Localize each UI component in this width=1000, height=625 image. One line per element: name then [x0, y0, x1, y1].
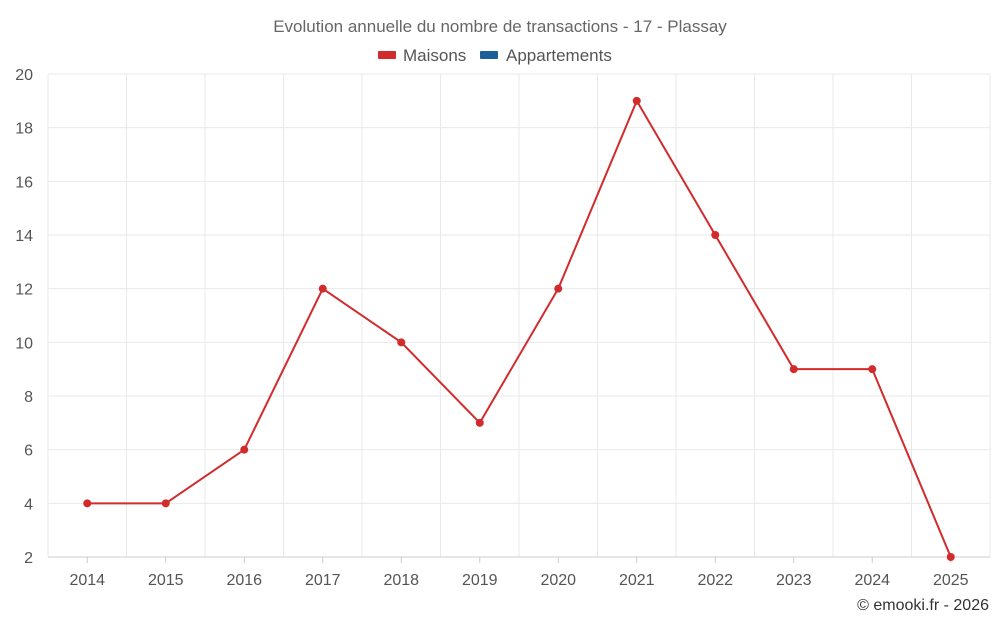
x-tick-label: 2016	[226, 572, 262, 589]
y-tick-label: 10	[15, 335, 33, 352]
x-tick-label: 2020	[540, 572, 576, 589]
data-point[interactable]	[475, 418, 484, 427]
data-point[interactable]	[554, 284, 563, 293]
legend-swatch-appartements	[480, 51, 498, 59]
x-tick-label: 2014	[69, 572, 105, 589]
data-point[interactable]	[868, 365, 877, 374]
y-tick-label: 12	[15, 282, 33, 299]
series-line-maisons	[86, 99, 952, 558]
legend-swatch-maisons	[378, 51, 396, 59]
legend-label-maisons: Maisons	[403, 46, 466, 65]
credit: © emooki.fr - 2026	[857, 597, 989, 614]
x-tick-label: 2015	[148, 572, 184, 589]
data-point[interactable]	[711, 231, 720, 239]
x-tick-label: 2018	[383, 572, 419, 589]
x-tick-label: 2017	[305, 572, 341, 589]
legend-item-appartements[interactable]: Appartements	[480, 46, 612, 65]
x-tick-label: 2024	[854, 572, 890, 589]
x-tick-label: 2023	[776, 572, 812, 589]
data-point[interactable]	[789, 365, 798, 374]
data-point[interactable]	[161, 499, 170, 508]
legend: Maisons Appartements	[378, 46, 612, 65]
y-tick-label: 14	[15, 228, 33, 245]
x-tick-label: 2022	[697, 572, 733, 589]
y-tick-label: 4	[24, 496, 33, 513]
data-point[interactable]	[397, 338, 406, 347]
grid	[47, 73, 991, 557]
data-point[interactable]	[240, 445, 249, 454]
data-point[interactable]	[318, 284, 327, 293]
y-axis: 2 4 6 8 10 12 14 16 18 20	[15, 67, 33, 567]
y-tick-label: 20	[15, 67, 33, 84]
x-tick-label: 2019	[462, 572, 498, 589]
y-tick-label: 16	[15, 174, 33, 191]
y-tick-label: 8	[24, 389, 33, 406]
series-maisons	[83, 96, 955, 561]
y-tick-label: 6	[24, 443, 33, 460]
y-tick-label: 18	[15, 121, 33, 138]
legend-item-maisons[interactable]: Maisons	[378, 46, 466, 65]
x-tick-label: 2021	[619, 572, 655, 589]
legend-label-appartements: Appartements	[506, 46, 612, 65]
data-point[interactable]	[946, 553, 955, 561]
data-point[interactable]	[83, 499, 92, 508]
data-point[interactable]	[632, 96, 641, 105]
x-tick-label: 2025	[933, 572, 969, 589]
x-axis: 2014 2015 2016 2017 2018 2019 2020 2021 2022 2023…	[48, 556, 990, 589]
chart-title: Evolution annuelle du nombre de transact…	[273, 17, 727, 36]
y-tick-label: 2	[24, 550, 33, 567]
